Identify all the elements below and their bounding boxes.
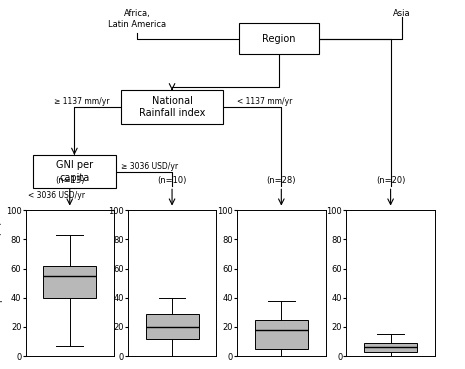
Text: ≥ 1137 mm/yr: ≥ 1137 mm/yr bbox=[53, 97, 109, 106]
PathPatch shape bbox=[43, 266, 96, 298]
Text: Region: Region bbox=[262, 34, 296, 44]
Text: (n=13): (n=13) bbox=[55, 176, 85, 184]
Text: (n=28): (n=28) bbox=[266, 176, 296, 184]
Text: ≥ 3036 USD/yr: ≥ 3036 USD/yr bbox=[121, 162, 178, 170]
PathPatch shape bbox=[146, 314, 199, 339]
Text: Africa,
Latin America: Africa, Latin America bbox=[108, 9, 166, 29]
Y-axis label: Share of upland rice area (%): Share of upland rice area (%) bbox=[0, 221, 3, 345]
Text: GNI per
capita: GNI per capita bbox=[56, 161, 93, 183]
Bar bbox=[121, 90, 223, 124]
Text: National
Rainfall index: National Rainfall index bbox=[139, 96, 205, 118]
PathPatch shape bbox=[364, 343, 417, 352]
Text: (n=20): (n=20) bbox=[376, 176, 405, 184]
Bar bbox=[33, 155, 116, 188]
Text: < 3036 USD/yr: < 3036 USD/yr bbox=[28, 191, 85, 200]
Bar bbox=[239, 23, 319, 55]
Text: (n=10): (n=10) bbox=[157, 176, 187, 184]
Text: Asia: Asia bbox=[393, 9, 411, 18]
Text: < 1137 mm/yr: < 1137 mm/yr bbox=[237, 97, 292, 106]
PathPatch shape bbox=[255, 320, 308, 349]
